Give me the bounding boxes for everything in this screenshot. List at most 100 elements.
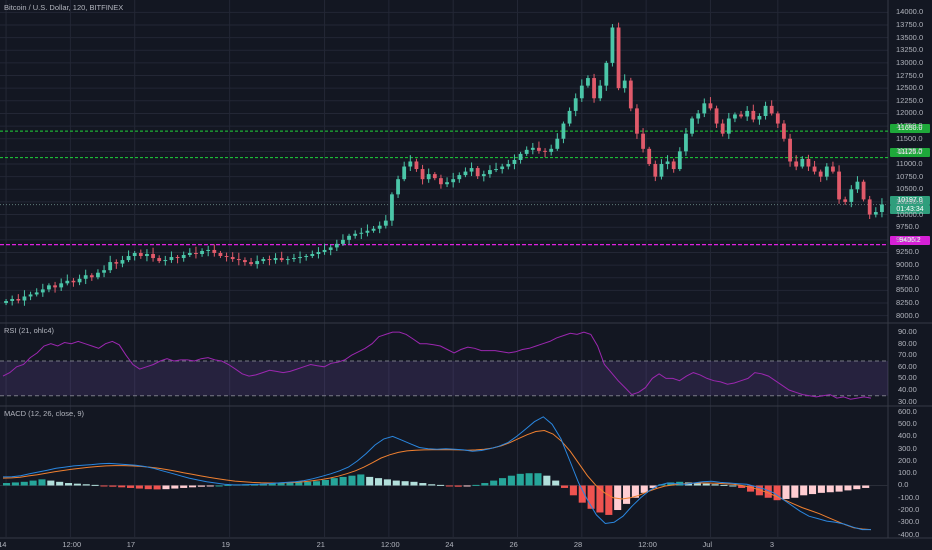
candle-body	[65, 280, 70, 284]
resistance-1-tag: 11650.0	[890, 124, 930, 133]
candle-body	[726, 118, 731, 134]
macd-histogram-bar	[144, 485, 152, 490]
candle-body	[512, 159, 517, 164]
candle-body	[751, 110, 756, 120]
candle-body	[138, 252, 143, 257]
candle-body	[837, 171, 841, 200]
macd-histogram-bar	[791, 485, 799, 498]
candle-body	[684, 133, 688, 152]
macd-histogram-bar	[180, 485, 188, 488]
x-tick-label: 17	[126, 540, 136, 549]
y-tick-label: 13000.0	[896, 57, 924, 67]
candle-body	[451, 179, 456, 183]
candle-body	[788, 138, 792, 162]
macd-histogram-bar	[153, 485, 161, 490]
y-tick-label: 9750.0	[896, 222, 919, 232]
candle-body	[677, 151, 682, 170]
candle-body	[549, 148, 554, 152]
candle-body	[273, 258, 278, 261]
candle-body	[365, 230, 370, 233]
macd-histogram-bar	[286, 482, 294, 486]
macd-histogram-bar	[605, 485, 613, 515]
y-tick-label: 13500.0	[896, 32, 924, 42]
macd-histogram-bar	[463, 485, 471, 487]
macd-histogram-bar	[109, 485, 117, 487]
candle-body	[708, 103, 713, 109]
macd-histogram-bar	[667, 482, 675, 486]
candle-body	[10, 298, 15, 302]
macd-histogram-bar	[339, 476, 347, 486]
x-tick-label: 14	[0, 540, 7, 549]
candle-body	[77, 278, 82, 283]
candle-body	[628, 80, 633, 109]
candle-body	[812, 166, 817, 172]
candle-body	[488, 170, 492, 175]
candle-body	[169, 257, 174, 261]
candle-body	[181, 255, 186, 259]
candle-body	[163, 260, 168, 262]
candle-body	[720, 123, 725, 134]
macd-tick-label: 600.0	[898, 406, 917, 416]
candle-body	[469, 168, 474, 172]
candle-body	[800, 158, 805, 167]
candle-body	[212, 249, 217, 253]
candle-body	[114, 262, 119, 264]
macd-histogram-bar	[525, 473, 533, 486]
macd-histogram-bar	[454, 485, 462, 487]
y-tick-label: 10750.0	[896, 171, 924, 181]
macd-tick-label: 0.0	[898, 480, 909, 490]
candle-body	[555, 138, 560, 149]
candle-body	[359, 232, 364, 234]
candle-body	[506, 164, 511, 167]
candle-body	[714, 108, 719, 124]
candle-body	[494, 169, 498, 171]
macd-histogram-bar	[3, 483, 11, 486]
macd-histogram-bar	[862, 485, 870, 488]
macd-histogram-bar	[392, 480, 400, 486]
candle-body	[420, 169, 425, 180]
y-tick-label: 8750.0	[896, 272, 919, 282]
candle-body	[120, 260, 125, 264]
macd-histogram-bar	[171, 485, 179, 489]
y-tick-label: 10000.0	[896, 209, 924, 219]
x-tick-label: 12:00	[62, 540, 82, 549]
macd-histogram-bar	[91, 484, 99, 486]
macd-histogram-bar	[118, 485, 126, 488]
macd-histogram-bar	[321, 479, 329, 486]
candle-body	[243, 260, 247, 263]
resistance-2-tag: 11125.0	[890, 148, 930, 157]
macd-histogram-bar	[755, 485, 763, 496]
candle-body	[824, 166, 829, 177]
rsi-band	[0, 361, 888, 396]
candle-body	[696, 113, 701, 119]
candle-body	[671, 161, 676, 170]
candle-body	[322, 249, 327, 252]
candle-body	[665, 161, 670, 164]
macd-histogram-bar	[472, 484, 480, 486]
macd-histogram-bar	[47, 480, 55, 486]
rsi-tick-label: 50.00	[898, 373, 917, 383]
candle-body	[831, 166, 835, 172]
x-tick-label: 24	[445, 540, 454, 549]
candle-body	[414, 161, 419, 170]
candle-body	[47, 285, 51, 290]
candle-body	[524, 149, 529, 154]
candle-body	[285, 259, 290, 261]
y-tick-label: 8000.0	[896, 310, 919, 320]
candle-body	[598, 85, 603, 99]
candle-body	[647, 148, 652, 164]
x-tick-label: 21	[316, 540, 325, 549]
candle-body	[255, 261, 260, 265]
macd-histogram-bar	[835, 485, 843, 492]
macd-histogram-bar	[162, 485, 170, 490]
candle-body	[794, 161, 799, 167]
candle-body	[96, 272, 100, 278]
macd-histogram-bar	[809, 485, 817, 495]
candle-body	[292, 258, 296, 260]
candle-body	[635, 108, 639, 134]
last-price-tag: 10197.0	[890, 196, 930, 205]
macd-histogram-bar	[534, 473, 542, 486]
candle-body	[806, 158, 811, 167]
